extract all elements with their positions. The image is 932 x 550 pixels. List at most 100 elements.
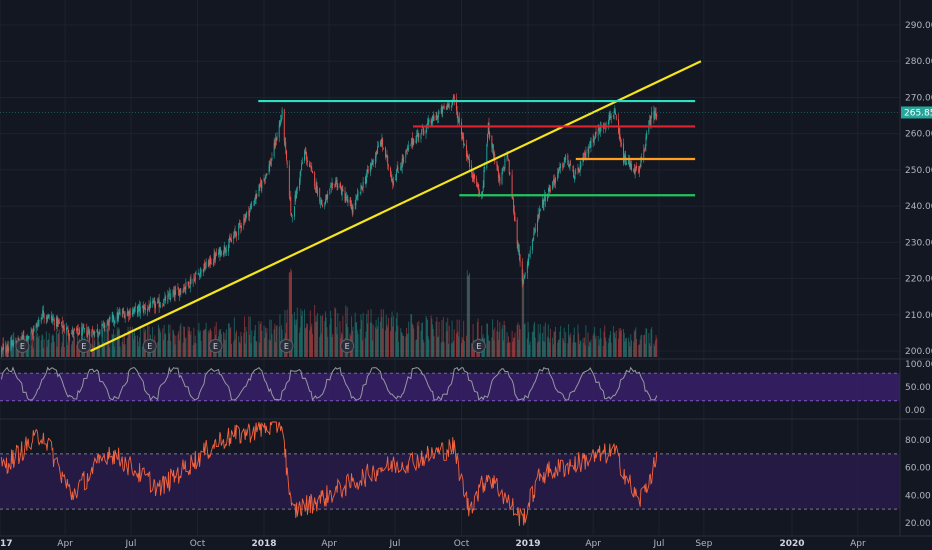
rsi-axis-label: 60.00 [905,464,931,474]
candle-body [524,272,526,275]
volume-bar [30,333,32,357]
earnings-marker[interactable] [76,339,91,353]
volume-bar [614,332,616,357]
candle-body [476,178,478,187]
candle-body [207,261,209,267]
candle-body [564,159,566,161]
earnings-marker-label: E [147,342,152,351]
volume-bar [62,329,64,357]
candle-body [293,205,295,217]
volume-bar [417,325,419,357]
volume-bar [547,324,549,357]
volume-bar [66,335,68,357]
volume-bar [589,341,591,357]
volume-bar [604,337,606,357]
candle-body [651,111,653,116]
candle-body [633,169,635,174]
candle-body [172,293,174,295]
volume-bar [590,339,592,357]
volume-bar [230,343,232,357]
candle-body [134,307,135,312]
volume-bar [396,312,398,357]
candle-body [518,248,520,252]
rsi-line [0,421,658,526]
volume-bar [309,330,311,357]
candle-body [15,340,17,344]
volume-bar [496,331,498,357]
volume-bar [548,338,550,357]
volume-bar [299,327,301,357]
volume-bar [98,341,100,357]
candle-body [624,155,626,160]
volume-bar [517,322,519,357]
drawings[interactable] [0,60,900,352]
candle-body [103,323,105,328]
candle-body [238,223,240,236]
candle-body [77,328,79,333]
candle-body [548,186,550,192]
candle-body [134,306,136,308]
price-axis-label: 230.00 [905,238,932,248]
volume-bar [47,339,49,357]
candle-body [73,330,75,335]
candle-body [36,324,38,326]
volume-bar [565,332,567,357]
volume-bar [331,336,333,357]
candle-body [357,193,359,196]
candle-body [587,148,589,153]
candle-body [76,328,78,331]
candle-body [265,173,267,176]
candle-body [78,333,80,335]
candle-body [173,291,175,297]
volume-bar [403,335,405,357]
earnings-marker[interactable] [142,339,157,353]
earnings-marker[interactable] [340,339,355,353]
earnings-marker-label: E [345,342,350,351]
volume-bar [406,327,408,357]
candle-body [32,329,34,336]
volume-bar [618,328,620,357]
candle-body [395,172,397,180]
volume-bar [628,337,630,357]
candle-body [559,167,561,169]
candle-body [577,167,579,172]
earnings-marker[interactable] [208,339,223,353]
candle-body [608,115,610,124]
trendline-line[interactable] [89,60,702,352]
candle-body [656,115,658,117]
volume-bar [230,327,232,357]
volume-bar [617,338,619,357]
volume-bar [390,331,392,357]
volume-bar [330,318,332,357]
candle-body [129,311,130,315]
candle-body [35,324,37,329]
candle-body [168,292,170,298]
candle-body [38,320,40,322]
earnings-marker[interactable] [471,339,486,353]
candle-body [285,142,287,150]
volume-bar [471,342,473,357]
candle-body [607,122,609,125]
candle-body [489,133,491,138]
volume-bar [427,336,429,357]
candle-body [554,179,556,183]
volume-bar [524,323,526,357]
volume-bar [553,331,555,357]
earnings-marker[interactable] [279,339,294,353]
candle-body [369,165,371,173]
rsi-axis-label: 40.00 [905,491,931,501]
candle-body [123,312,125,314]
candle-body [84,328,86,330]
candle-body [533,231,535,237]
volume-bar [456,319,458,357]
volume-bar [310,327,312,357]
volume-bar [379,321,381,357]
candle-body [534,228,536,233]
price-axis-label: 200.00 [905,347,932,357]
candle-body [228,244,230,252]
axes: 2017 Apr Jul Oct 2018 Apr Jul Oct 2019 Apr Jul Sep 2… [0,21,932,549]
earnings-marker[interactable] [15,339,30,353]
volume-bar [183,326,185,357]
